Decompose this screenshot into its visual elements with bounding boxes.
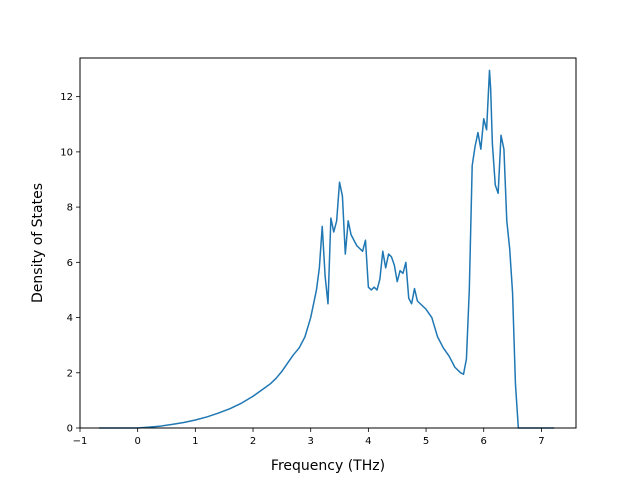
- y-tick-label: 6: [67, 258, 73, 269]
- x-tick-label: 4: [365, 436, 371, 447]
- x-tick-label: 7: [538, 436, 544, 447]
- y-axis-ticks: 0 2 4 6 8 10 12: [60, 92, 80, 435]
- y-axis-label: Density of States: [30, 183, 46, 303]
- x-tick-label: 6: [481, 436, 487, 447]
- x-tick-label: 3: [308, 436, 314, 447]
- x-tick-label: 2: [250, 436, 256, 447]
- y-tick-label: 12: [60, 92, 73, 103]
- x-tick-label: 1: [192, 436, 198, 447]
- axes-frame: [79, 57, 577, 429]
- x-tick-label: 0: [134, 436, 140, 447]
- y-tick-label: 8: [67, 203, 73, 214]
- x-axis-ticks: −1 0 1 2 3 4 5 6 7: [73, 428, 545, 447]
- y-tick-label: 2: [67, 368, 73, 379]
- y-tick-label: 0: [67, 424, 73, 435]
- y-tick-label: 4: [67, 313, 73, 324]
- dos-series-line: [99, 69, 555, 429]
- x-axis-label: Frequency (THz): [271, 458, 385, 474]
- x-tick-label: 5: [423, 436, 429, 447]
- y-tick-label: 10: [60, 147, 73, 158]
- x-tick-label: −1: [73, 436, 88, 447]
- plot-area: [99, 69, 555, 429]
